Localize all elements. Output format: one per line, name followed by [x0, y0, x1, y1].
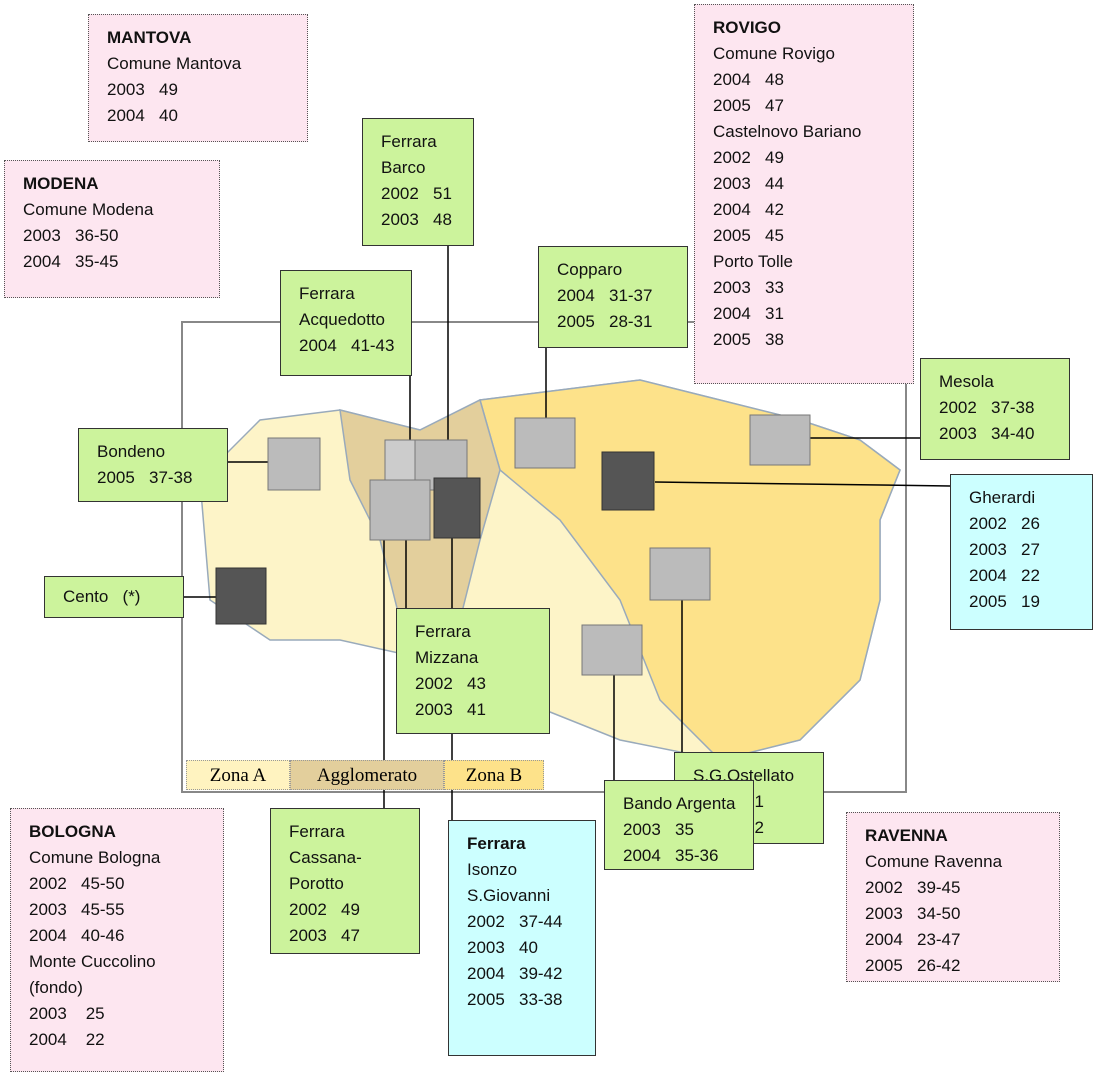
legend-item: Agglomerato [290, 760, 444, 790]
box-line: 2003 36-50 [23, 223, 219, 249]
box-line: 2005 28-31 [557, 309, 687, 335]
box-line: 2002 51 [381, 181, 473, 207]
box-line: Cassana- [289, 845, 419, 871]
box-line: Castelnovo Bariano [713, 119, 913, 145]
box-line: Porto Tolle [713, 249, 913, 275]
box-line: 2002 37-44 [467, 909, 595, 935]
box-line: 2005 37-38 [97, 465, 227, 491]
box-line: Ferrara [299, 281, 411, 307]
legend-item: Zona B [444, 760, 544, 790]
box-line: 2003 47 [289, 923, 419, 949]
box-line: (fondo) [29, 975, 223, 1001]
box-line: Monte Cuccolino [29, 949, 223, 975]
box-line: 2004 31-37 [557, 283, 687, 309]
box-line: 2005 38 [713, 327, 913, 353]
box-line: 2003 45-55 [29, 897, 223, 923]
box-line: Ferrara [467, 831, 595, 857]
box-line: 2005 33-38 [467, 987, 595, 1013]
box-line: Bando Argenta [623, 791, 753, 817]
box-line: 2003 49 [107, 77, 307, 103]
page: MANTOVAComune Mantova2003 492004 40 MODEN… [0, 0, 1093, 1075]
box-line: Ferrara [415, 619, 549, 645]
box-line: Comune Modena [23, 197, 219, 223]
box-line: 2003 33 [713, 275, 913, 301]
box-line: 2002 26 [969, 511, 1092, 537]
box-line: 2004 48 [713, 67, 913, 93]
box-line: Isonzo [467, 857, 595, 883]
box-line: Mizzana [415, 645, 549, 671]
box-line: 2003 27 [969, 537, 1092, 563]
box-line: 2003 41 [415, 697, 549, 723]
box-line: Gherardi [969, 485, 1092, 511]
box-line: 2002 37-38 [939, 395, 1069, 421]
box-line: MANTOVA [107, 25, 307, 51]
box-line: 2003 35 [623, 817, 753, 843]
box-line: Barco [381, 155, 473, 181]
box-line: 2004 22 [29, 1027, 223, 1053]
box-line: 2003 34-40 [939, 421, 1069, 447]
box-line: 2003 44 [713, 171, 913, 197]
box-line: ROVIGO [713, 15, 913, 41]
box-line: 2004 31 [713, 301, 913, 327]
box-line: Comune Rovigo [713, 41, 913, 67]
box-line: BOLOGNA [29, 819, 223, 845]
box-line: 2004 35-45 [23, 249, 219, 275]
box-line: 2002 45-50 [29, 871, 223, 897]
box-line: 2002 43 [415, 671, 549, 697]
box-line: Comune Ravenna [865, 849, 1059, 875]
box-line: 2004 40 [107, 103, 307, 129]
box-line: RAVENNA [865, 823, 1059, 849]
box-line: 2005 26-42 [865, 953, 1059, 979]
legend-item: Zona A [186, 760, 290, 790]
box-line: 2003 25 [29, 1001, 223, 1027]
box-line: Cento (*) [63, 584, 183, 610]
box-line: 2005 47 [713, 93, 913, 119]
box-line: Acquedotto [299, 307, 411, 333]
box-line: Bondeno [97, 439, 227, 465]
box-line: Ferrara [381, 129, 473, 155]
box-line: S.Giovanni [467, 883, 595, 909]
box-line: 2004 42 [713, 197, 913, 223]
box-line: 2002 39-45 [865, 875, 1059, 901]
box-line: Porotto [289, 871, 419, 897]
box-line: 2004 40-46 [29, 923, 223, 949]
station-box: Cento (*) [44, 576, 184, 618]
box-line: MODENA [23, 171, 219, 197]
box-line: 2003 34-50 [865, 901, 1059, 927]
box-line: Copparo [557, 257, 687, 283]
box-line: 2003 48 [381, 207, 473, 233]
box-line: 2004 35-36 [623, 843, 753, 869]
box-line: 2004 22 [969, 563, 1092, 589]
box-line: 2003 40 [467, 935, 595, 961]
box-line: 2005 19 [969, 589, 1092, 615]
box-line: Comune Mantova [107, 51, 307, 77]
box-line: 2004 23-47 [865, 927, 1059, 953]
box-line: 2005 45 [713, 223, 913, 249]
box-line: Comune Bologna [29, 845, 223, 871]
box-line: Mesola [939, 369, 1069, 395]
box-line: 2002 49 [713, 145, 913, 171]
box-line: Ferrara [289, 819, 419, 845]
box-line: 2004 39-42 [467, 961, 595, 987]
box-line: 2004 41-43 [299, 333, 411, 359]
box-line: 2002 49 [289, 897, 419, 923]
